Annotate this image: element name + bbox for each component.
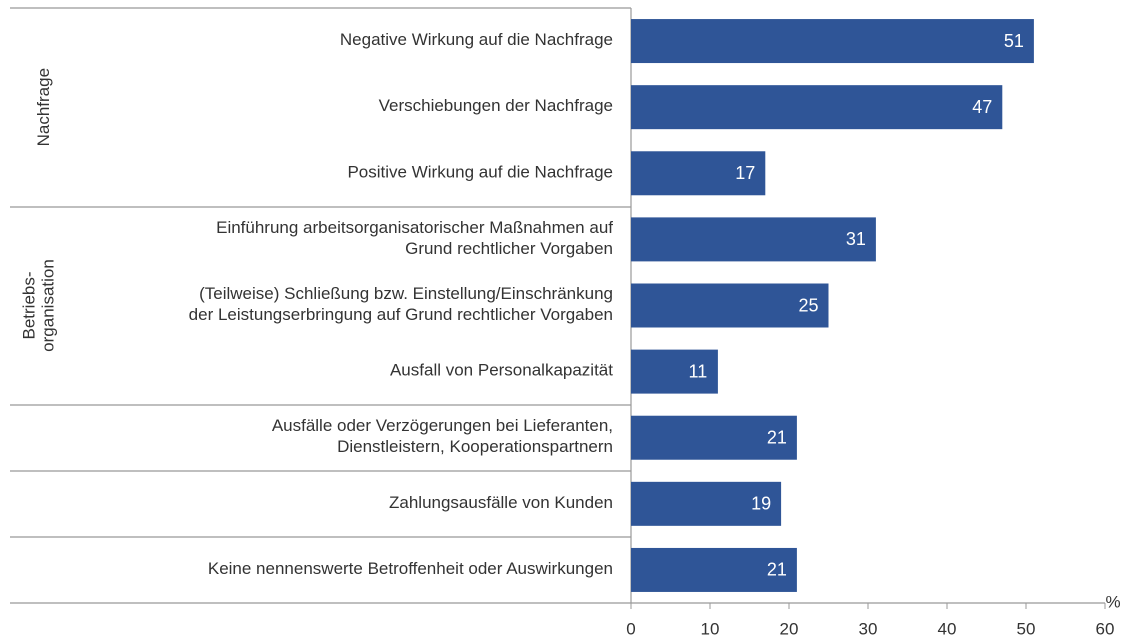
y-tick-label: (Teilweise) Schließung bzw. Einstellung/… bbox=[189, 284, 613, 324]
y-tick-label: Negative Wirkung auf die Nachfrage bbox=[340, 31, 613, 50]
y-tick-label: Zahlungsausfälle von Kunden bbox=[389, 493, 613, 512]
x-tick-label: 60 bbox=[1096, 619, 1115, 638]
value-label: 47 bbox=[972, 97, 992, 117]
x-tick-label: 50 bbox=[1017, 619, 1036, 638]
y-tick-label: Verschiebungen der Nachfrage bbox=[379, 97, 613, 116]
x-tick-label: 40 bbox=[938, 619, 957, 638]
x-tick-label: 0 bbox=[626, 619, 635, 638]
bar bbox=[631, 481, 782, 526]
x-axis-label: % bbox=[1105, 592, 1120, 611]
x-tick-label: 10 bbox=[701, 619, 720, 638]
group-label: Betriebs-organisation bbox=[20, 259, 58, 352]
x-tick-label: 20 bbox=[780, 619, 799, 638]
bar bbox=[631, 85, 1003, 130]
value-label: 21 bbox=[767, 427, 787, 447]
bar bbox=[631, 349, 718, 394]
value-label: 19 bbox=[751, 494, 771, 514]
bar bbox=[631, 151, 766, 196]
group-label: Nachfrage bbox=[34, 68, 53, 146]
y-tick-label: Positive Wirkung auf die Nachfrage bbox=[347, 163, 613, 182]
value-label: 31 bbox=[846, 229, 866, 249]
value-label: 11 bbox=[689, 361, 708, 381]
bar bbox=[631, 415, 797, 460]
bar bbox=[631, 547, 797, 592]
bar bbox=[631, 19, 1034, 64]
bar bbox=[631, 283, 829, 328]
value-label: 21 bbox=[767, 560, 787, 580]
value-label: 25 bbox=[798, 295, 818, 315]
value-label: 51 bbox=[1004, 31, 1024, 51]
y-tick-label: Einführung arbeitsorganisatorischer Maßn… bbox=[216, 218, 613, 258]
y-tick-label: Ausfälle oder Verzögerungen bei Lieferan… bbox=[272, 417, 613, 457]
value-label: 17 bbox=[735, 163, 755, 183]
bar bbox=[631, 217, 876, 262]
y-tick-label: Ausfall von Personalkapazität bbox=[390, 361, 613, 380]
x-tick-label: 30 bbox=[859, 619, 878, 638]
y-tick-label: Keine nennenswerte Betroffenheit oder Au… bbox=[208, 559, 613, 578]
